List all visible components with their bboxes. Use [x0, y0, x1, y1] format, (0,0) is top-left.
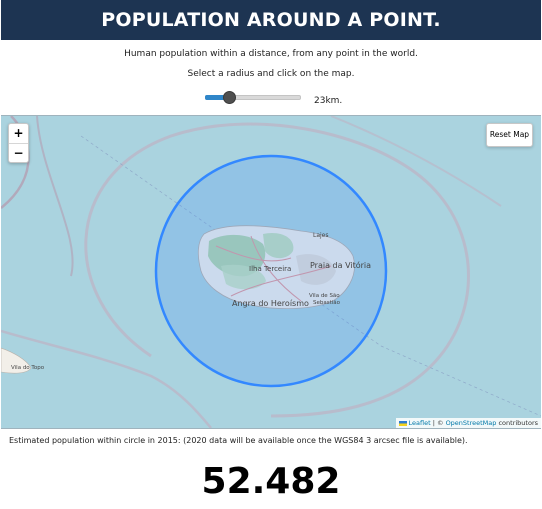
attribution-separator: | © [430, 419, 446, 427]
slider-fill [205, 95, 229, 100]
population-result: 52.482 [201, 461, 341, 502]
zoom-in-button[interactable]: + [9, 124, 28, 144]
sao-jorge-land [1, 347, 32, 374]
leaflet-link[interactable]: Leaflet [408, 419, 431, 427]
reset-map-button[interactable]: Reset Map [486, 123, 533, 147]
instruction-text: Select a radius and click on the map. [187, 69, 355, 79]
ukraine-flag-icon [398, 420, 407, 426]
urban-area [296, 254, 336, 285]
label-vila-sao-sebastiao-2: Sebastião [313, 300, 341, 306]
map-view[interactable]: Lajes Praia da Vitória Ilha Terceira Ang… [1, 115, 541, 429]
map-canvas[interactable]: Lajes Praia da Vitória Ilha Terceira Ang… [1, 116, 541, 428]
zoom-out-button[interactable]: − [13, 146, 24, 160]
road-line [215, 235, 332, 302]
subtitle: Human population within a distance, from… [124, 49, 418, 59]
grassland-area [221, 264, 266, 290]
app-header: POPULATION AROUND A POINT. [1, 0, 541, 40]
map-attribution: Leaflet | © OpenStreetMap contributors [395, 418, 541, 428]
radius-value-label: 23km. [314, 96, 343, 106]
forest-area [263, 232, 294, 259]
osm-link[interactable]: OpenStreetMap [445, 419, 497, 427]
radius-slider[interactable] [205, 91, 301, 104]
slider-thumb[interactable] [223, 91, 236, 104]
boundary-line [1, 329, 212, 428]
boundary-line [36, 116, 74, 277]
label-vila-do-topo: Vila do Topo [11, 365, 45, 371]
zoom-control: + − [8, 123, 29, 163]
page-title: POPULATION AROUND A POINT. [101, 9, 441, 31]
boundary-line [84, 122, 470, 418]
attribution-tail: contributors [496, 419, 538, 427]
boundary-line [330, 116, 502, 207]
label-ilha-terceira: Ilha Terceira [249, 265, 291, 273]
label-vila-sao-sebastiao-1: Vila de São [309, 293, 340, 299]
ferry-route [80, 135, 541, 417]
label-angra-do-heroismo: Angra do Heroísmo [232, 299, 309, 308]
radius-circle [154, 154, 388, 388]
label-lajes: Lajes [313, 232, 329, 239]
label-praia-da-vitoria: Praia da Vitória [310, 260, 371, 270]
estimate-text: Estimated population within circle in 20… [9, 436, 468, 445]
